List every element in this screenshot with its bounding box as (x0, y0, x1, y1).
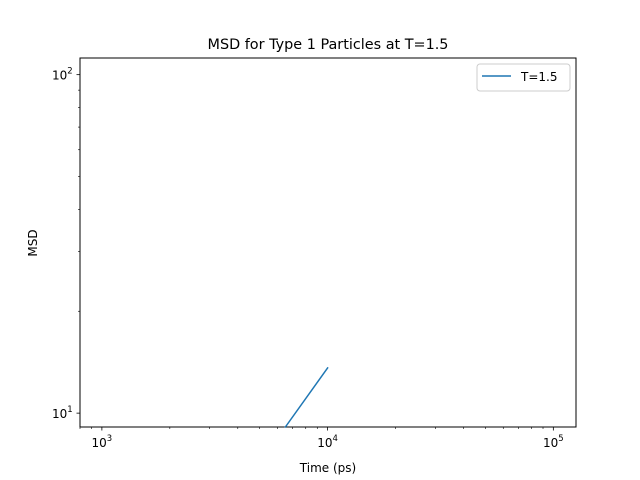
y-tick-label-exponent: 2 (67, 67, 72, 77)
y-axis-label: MSD (26, 229, 40, 256)
y-tick-label-exponent: 1 (67, 405, 72, 415)
legend: T=1.5 (476, 63, 571, 92)
y-tick-label-base: 10 (52, 407, 67, 421)
legend-label-t1-5: T=1.5 (520, 70, 557, 84)
x-tick-label-exponent: 5 (558, 434, 563, 444)
x-tick-label-exponent: 3 (107, 434, 112, 444)
x-axis-label: Time (ps) (299, 461, 356, 475)
legend-box (476, 63, 571, 92)
series-lines (284, 366, 329, 429)
y-tick-label: 101 (52, 405, 73, 421)
x-tick-label: 103 (92, 434, 113, 450)
y-tick-label: 102 (52, 67, 73, 83)
y-tick-label-base: 10 (52, 69, 67, 83)
x-tick-label-base: 10 (317, 436, 332, 450)
x-tick-label: 105 (543, 434, 564, 450)
x-tick-label: 104 (317, 434, 338, 450)
x-tick-label-exponent: 4 (333, 434, 338, 444)
x-tick-label-base: 10 (543, 436, 558, 450)
chart-title: MSD for Type 1 Particles at T=1.5 (208, 37, 449, 53)
series-line-t1-5 (284, 366, 329, 429)
x-tick-label-base: 10 (92, 436, 107, 450)
